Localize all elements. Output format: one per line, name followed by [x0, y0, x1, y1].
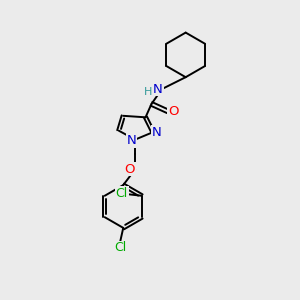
Text: Cl: Cl [114, 241, 126, 254]
Text: Cl: Cl [116, 187, 128, 200]
Text: O: O [124, 163, 135, 176]
Text: H: H [144, 87, 153, 97]
Text: N: N [127, 134, 136, 147]
Text: N: N [153, 82, 163, 96]
Text: N: N [152, 126, 161, 139]
Text: O: O [168, 105, 178, 118]
